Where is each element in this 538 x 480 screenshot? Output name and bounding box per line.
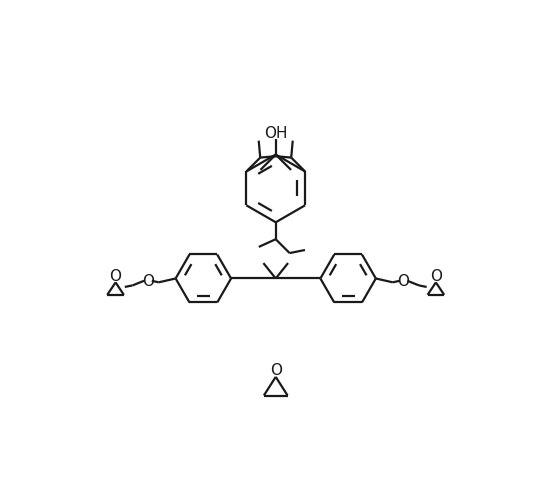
Text: O: O [110, 268, 122, 283]
Text: OH: OH [264, 126, 287, 141]
Text: O: O [270, 363, 282, 378]
Text: O: O [430, 268, 442, 283]
Text: O: O [398, 274, 409, 288]
Text: O: O [142, 274, 154, 288]
